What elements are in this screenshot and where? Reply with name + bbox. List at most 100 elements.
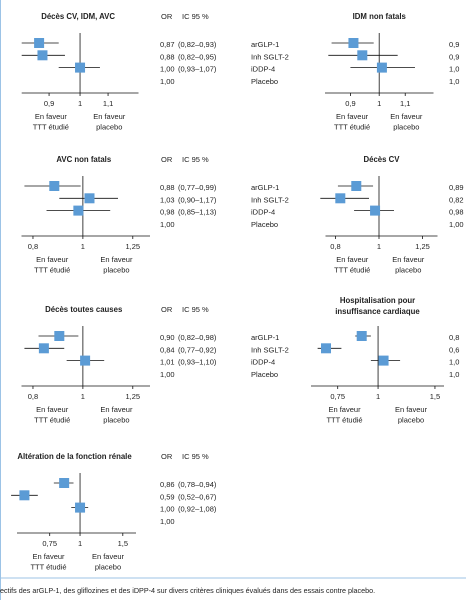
column-header: OR [161,155,173,164]
ci-label: (0,92–1,08) [178,505,217,514]
or-marker [378,355,389,366]
ci-label: (0,77–0,92) [178,345,217,354]
x-tick-label: 1 [81,242,85,251]
column-header: IC 95 % [182,305,209,314]
or-marker [59,478,70,488]
favour-label: En faveur [390,112,423,121]
category-label: Inh SGLT-2 [251,345,289,354]
favour-label: En faveur [328,405,361,414]
column-header: OR [161,305,173,314]
panel-title: Décès CV, IDM, AVC [41,12,115,21]
or-label: 0,82 [449,195,464,204]
panel-title: IDM non fatals [353,12,407,21]
x-tick-label: 0,8 [28,242,38,251]
ci-label: (0,82–0,98) [178,333,217,342]
x-tick-label: 1,5 [118,539,128,548]
column-header: IC 95 % [182,12,209,21]
category-label: iDDP-4 [251,208,275,217]
or-marker [351,181,362,191]
column-header: IC 95 % [182,452,209,461]
x-tick-label: 1,5 [430,392,440,401]
category-label: iDDP-4 [251,65,275,74]
or-marker [357,50,368,61]
ci-label: (0,85–1,13) [178,208,217,217]
favour-label: placebo [95,562,121,571]
or-label: 0,86 [160,480,175,489]
or-label: 0,90 [160,333,175,342]
or-label: 0,6 [449,345,459,354]
favour-label: TTT étudié [334,122,370,131]
favour-label: En faveur [93,112,126,121]
or-marker [38,343,49,354]
ci-label: (0,93–1,10) [178,358,217,367]
or-marker [356,331,367,341]
x-tick-label: 1,1 [400,99,410,108]
x-tick-label: 1,25 [125,242,140,251]
or-marker [348,38,359,48]
or-label: 1,0 [449,370,459,379]
x-tick-label: 0,9 [44,99,54,108]
panel-title: Hospitalisation pour [340,296,415,305]
ci-label: (0,90–1,17) [178,195,217,204]
category-label: Placebo [251,370,278,379]
or-label: 0,98 [449,208,464,217]
or-label: 1,00 [160,517,175,526]
favour-label: placebo [96,122,122,131]
category-label: Inh SGLT-2 [251,52,289,61]
or-label: 1,00 [449,220,464,229]
panel-title: AVC non fatals [56,155,112,164]
or-marker [84,193,95,204]
or-label: 0,87 [160,40,175,49]
favour-label: placebo [103,265,129,274]
favour-label: TTT étudié [34,265,70,274]
x-tick-label: 1 [376,392,380,401]
column-header: OR [161,452,173,461]
or-marker [335,193,346,204]
category-label: arGLP-1 [251,333,279,342]
x-tick-label: 1 [78,539,82,548]
or-marker [376,62,387,73]
or-label: 0,89 [449,183,464,192]
or-label: 0,59 [160,492,175,501]
favour-label: TTT étudié [33,122,69,131]
caption: ectifs des arGLP-1, des gliflozines et d… [0,586,375,595]
favour-label: En faveur [36,405,69,414]
or-marker [370,205,381,216]
favour-label: En faveur [32,552,65,561]
panel-title: Décès toutes causes [45,305,123,314]
or-marker [54,331,65,341]
category-label: Placebo [251,220,278,229]
ci-label: (0,77–0,99) [178,183,217,192]
or-label: 0,8 [449,333,459,342]
column-header: OR [161,12,173,21]
or-label: 1,00 [160,220,175,229]
or-marker [80,355,91,366]
or-label: 0,9 [449,52,459,61]
panel-title: Décès CV [364,155,401,164]
favour-label: TTT étudié [334,265,370,274]
ci-label: (0,52–0,67) [178,492,217,501]
x-tick-label: 0,75 [330,392,345,401]
or-label: 0,88 [160,183,175,192]
ci-label: (0,93–1,07) [178,65,217,74]
x-tick-label: 1 [81,392,85,401]
favour-label: placebo [395,265,421,274]
x-tick-label: 1 [78,99,82,108]
ci-label: (0,82–0,95) [178,52,217,61]
x-tick-label: 1,1 [103,99,113,108]
x-tick-label: 0,75 [42,539,57,548]
or-label: 0,9 [449,40,459,49]
favour-label: placebo [393,122,419,131]
favour-label: En faveur [36,255,69,264]
or-marker [37,50,48,61]
panel-title: Altération de la fonction rénale [17,452,132,461]
favour-label: placebo [398,415,424,424]
or-label: 0,84 [160,345,175,354]
or-marker [19,490,30,501]
x-tick-label: 0,8 [28,392,38,401]
or-label: 0,98 [160,208,175,217]
or-label: 1,00 [160,77,175,86]
or-label: 1,0 [449,358,459,367]
or-marker [75,62,86,73]
